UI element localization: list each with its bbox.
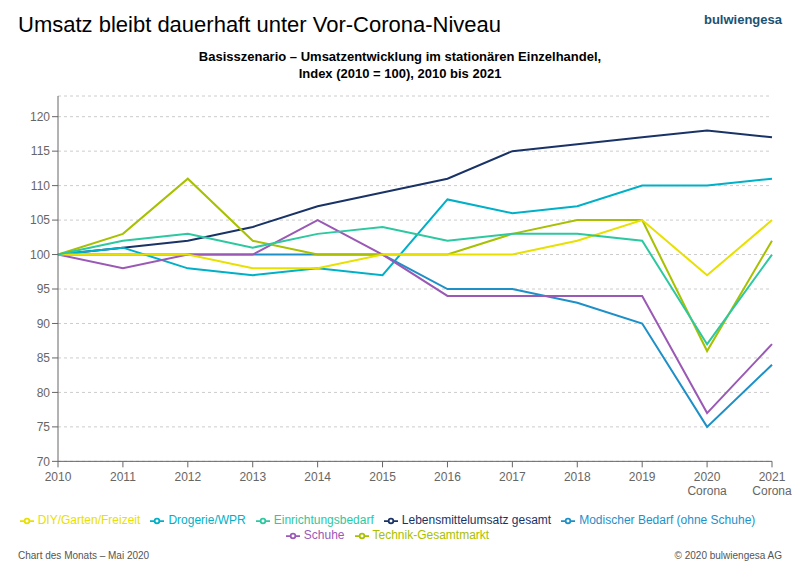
html-text:Chart des Monats – Mai 2020: Chart des Monats – Mai 2020 — [18, 550, 150, 561]
svg-text:2011: 2011 — [110, 470, 136, 484]
html-text:Modischer Bedarf (ohne Schuhe): Modischer Bedarf (ohne Schuhe) — [579, 513, 756, 528]
html-text:Technik-Gesamtmarkt: Technik-Gesamtmarkt — [372, 528, 490, 543]
svg-text:2021Corona: 2021Corona — [752, 470, 792, 498]
html-text:bulwiengesa: bulwiengesa — [704, 12, 782, 27]
html-text:Drogerie/WPR: Drogerie/WPR — [168, 513, 246, 528]
html-text:Einrichtungsbedarf: Einrichtungsbedarf — [273, 513, 374, 528]
svg-text:70: 70 — [37, 455, 51, 469]
svg-text:110: 110 — [31, 179, 50, 193]
svg-text:100: 100 — [30, 248, 50, 262]
html-text:Basisszenario – Umsatzentwickl: Basisszenario – Umsatzentwicklung im sta… — [198, 49, 602, 64]
html-text:Lebensmittelumsatz gesamt: Lebensmittelumsatz gesamt — [401, 513, 552, 528]
html-text:Umsatz bleibt dauerhaft unter: Umsatz bleibt dauerhaft unter Vor-Corona… — [18, 12, 501, 37]
svg-text:95: 95 — [37, 282, 51, 296]
svg-text:2017: 2017 — [499, 470, 526, 484]
svg-text:2014: 2014 — [304, 470, 331, 484]
svg-text:2012: 2012 — [174, 470, 201, 484]
svg-text:105: 105 — [30, 213, 50, 227]
svg-text:90: 90 — [37, 317, 51, 331]
svg-text:2013: 2013 — [239, 470, 266, 484]
svg-text:75: 75 — [37, 420, 51, 434]
svg-text:2019: 2019 — [629, 470, 656, 484]
svg-text:2018: 2018 — [564, 470, 591, 484]
html-text:Schuhe: Schuhe — [303, 528, 345, 543]
html-text:DIY/Garten/Freizeit: DIY/Garten/Freizeit — [37, 513, 141, 528]
svg-text:80: 80 — [37, 386, 51, 400]
html-text:© 2020 bulwiengesa AG: © 2020 bulwiengesa AG — [674, 550, 782, 561]
svg-text:115: 115 — [31, 144, 50, 158]
html-text:Index (2010 = 100), 2010 bis 2: Index (2010 = 100), 2010 bis 2021 — [298, 66, 502, 81]
svg-text:2016: 2016 — [434, 470, 461, 484]
svg-text:2020Corona: 2020Corona — [687, 470, 727, 498]
svg-text:2010: 2010 — [45, 470, 72, 484]
svg-text:2015: 2015 — [369, 470, 396, 484]
svg-text:85: 85 — [37, 351, 51, 365]
svg-text:120: 120 — [30, 110, 50, 124]
